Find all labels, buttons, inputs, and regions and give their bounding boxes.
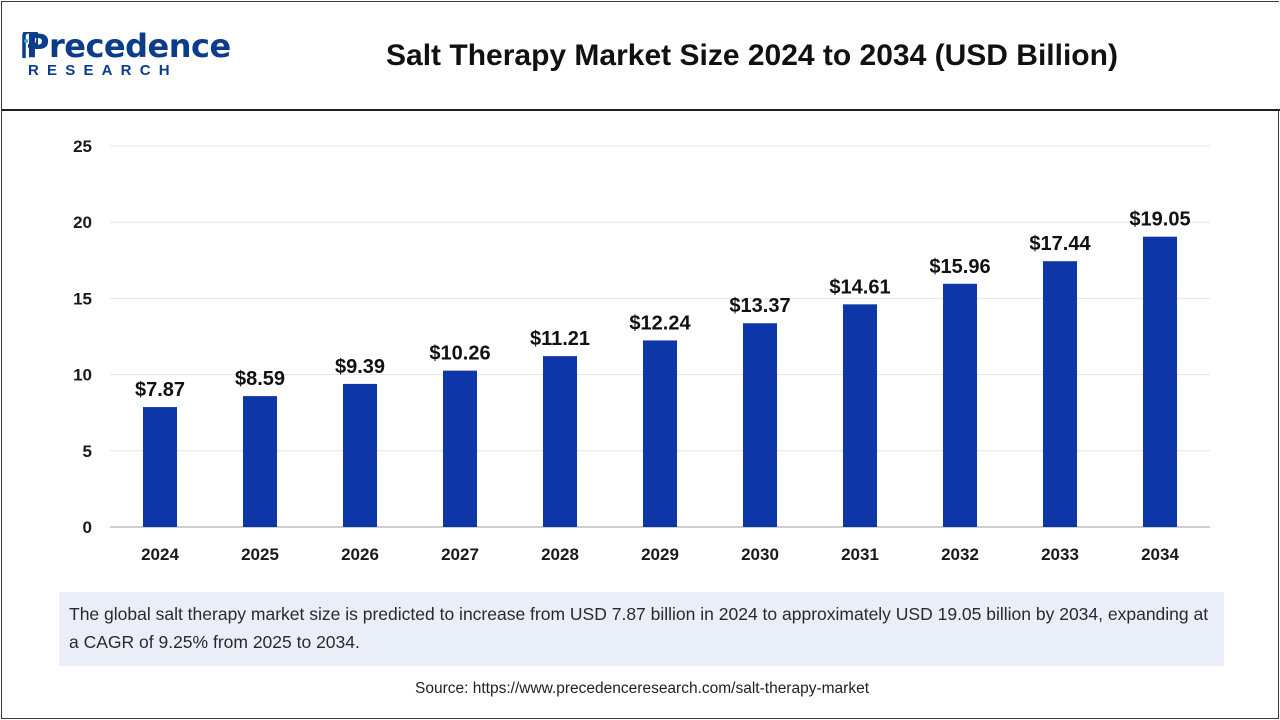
bar-value-label: $13.37 [729,295,790,317]
x-tick-label: 2032 [941,545,979,564]
chart-caption: The global salt therapy market size is p… [59,592,1224,666]
bar [443,370,477,527]
x-tick-label: 2028 [541,545,579,564]
bar [343,383,377,527]
bar-value-label: $19.05 [1129,209,1190,231]
x-tick-label: 2029 [641,545,679,564]
bar [1043,261,1077,527]
y-tick-label: 15 [73,289,92,308]
bar [1143,236,1177,527]
y-tick-label: 25 [73,137,92,156]
bar [243,396,277,527]
source-note: Source: https://www.precedenceresearch.c… [415,680,869,697]
bar-value-label: $14.61 [829,276,890,298]
bar-value-label: $9.39 [335,356,385,378]
x-tick-label: 2031 [841,545,879,564]
y-tick-label: 0 [83,518,92,537]
bar [743,323,777,527]
chart-title: Salt Therapy Market Size 2024 to 2034 (U… [386,39,1118,72]
x-tick-label: 2033 [1041,545,1079,564]
logo-mark-icon [22,32,38,58]
y-tick-label: 20 [73,213,92,232]
x-tick-label: 2034 [1141,545,1179,564]
bar-value-label: $12.24 [629,312,691,334]
x-tick-label: 2030 [741,545,779,564]
bar-value-label: $7.87 [135,379,185,401]
brand-name: Precedence [26,27,231,65]
header: Precedence RESEARCH Salt Therapy Market … [2,2,1280,111]
y-tick-label: 5 [83,442,92,461]
x-tick-label: 2024 [141,545,179,564]
bar-value-label: $17.44 [1029,233,1091,255]
bar [543,356,577,527]
x-tick-label: 2025 [241,545,279,564]
bar-value-label: $11.21 [530,328,590,350]
bar [843,304,877,527]
bar-value-label: $8.59 [235,368,285,390]
bar-value-label: $15.96 [929,256,990,278]
bar [643,340,677,527]
brand-sub: RESEARCH [28,62,178,79]
x-tick-label: 2026 [341,545,379,564]
bar-value-label: $10.26 [429,343,490,365]
y-tick-label: 10 [73,366,92,385]
bar [143,407,177,527]
bar [943,283,977,527]
bar-chart: 0510152025$7.872024$8.592025$9.392026$10… [73,137,1210,564]
x-tick-label: 2027 [441,545,479,564]
brand-logo: Precedence RESEARCH [22,26,231,86]
